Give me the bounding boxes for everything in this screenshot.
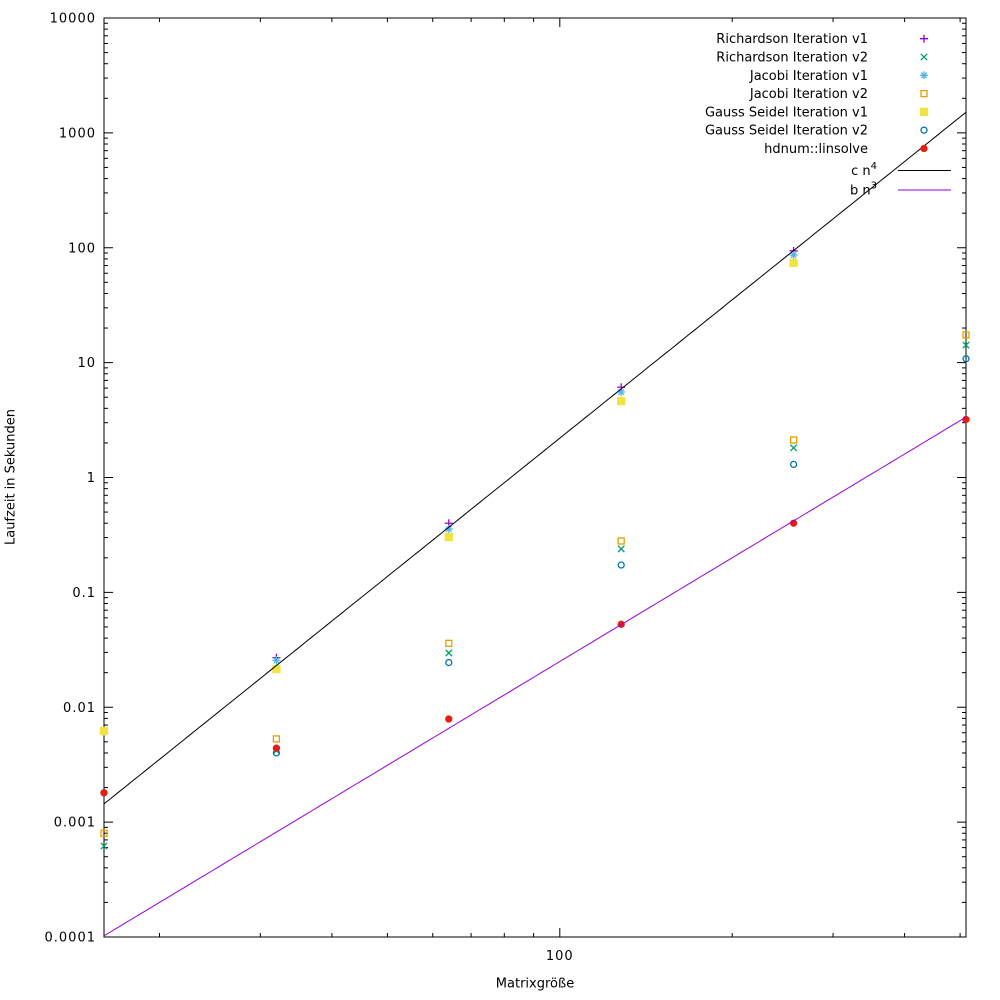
circle-filled-marker	[920, 144, 928, 153]
square-filled-marker	[444, 532, 453, 542]
axis-ticks	[104, 17, 966, 938]
circle-open-marker	[445, 658, 453, 667]
y-tick-label: 1	[87, 471, 96, 486]
x-axis-title: Matrixgröße	[495, 976, 575, 992]
legend-label: Jacobi Iteration v1	[749, 69, 868, 84]
square-open-marker	[445, 639, 453, 647]
circle-filled-marker	[445, 715, 453, 723]
asterisk-marker	[617, 387, 626, 396]
square-open-marker	[789, 436, 798, 444]
square-open-marker	[962, 331, 970, 339]
circle-open-marker	[617, 561, 625, 569]
legend-label: c n4	[851, 161, 877, 179]
y-tick-label: 100	[68, 241, 96, 256]
asterisk-marker	[272, 656, 281, 665]
y-tick-label: 0.01	[63, 701, 96, 716]
legend-entry-gauss-seidel-iteration-v1: Gauss Seidel Iteration v1	[705, 105, 929, 120]
series-gauss-seidel-iteration-v2	[100, 355, 970, 797]
legend-label: hdnum::linsolve	[764, 142, 868, 157]
legend-entry-gauss-seidel-iteration-v2: Gauss Seidel Iteration v2	[705, 124, 928, 139]
y-tick-label: 0.1	[72, 586, 96, 601]
legend-entry-b-n3: b n3	[850, 181, 951, 199]
cross-marker	[920, 53, 928, 61]
legend: Richardson Iteration v1 Richardson Iterat…	[705, 32, 951, 199]
circle-open-marker	[789, 460, 798, 469]
cross-marker	[617, 545, 625, 553]
x-tick-label: 100	[546, 949, 574, 964]
square-filled-marker	[617, 396, 626, 406]
square-open-marker	[272, 735, 281, 743]
legend-entry-hdnum-linsolve: hdnum::linsolve	[764, 142, 928, 157]
legend-entry-jacobi-iteration-v1: Jacobi Iteration v1	[749, 69, 928, 84]
legend-label: Gauss Seidel Iteration v2	[705, 124, 868, 139]
legend-entry-richardson-iteration-v2: Richardson Iteration v2	[716, 51, 928, 66]
square-open-marker	[100, 829, 108, 837]
square-open-marker	[617, 537, 625, 545]
plus-marker	[920, 34, 928, 43]
fit-line-c-n4	[103, 111, 967, 805]
circle-filled-marker	[100, 789, 108, 797]
square-filled-marker	[789, 258, 798, 268]
legend-entry-jacobi-iteration-v2: Jacobi Iteration v2	[749, 87, 928, 102]
cross-marker	[445, 649, 453, 657]
y-tick-label: 1000	[59, 126, 96, 141]
series-jacobi-iteration-v1	[100, 251, 798, 736]
asterisk-marker	[789, 251, 798, 260]
series-gauss-seidel-iteration-v1	[99, 258, 798, 736]
square-open-marker	[920, 89, 928, 98]
legend-label: Gauss Seidel Iteration v1	[705, 105, 868, 120]
series-jacobi-iteration-v2	[100, 331, 970, 837]
cross-marker	[962, 341, 970, 349]
cross-marker	[789, 444, 798, 452]
y-tick-label: 10	[77, 356, 96, 371]
asterisk-marker	[444, 525, 453, 534]
asterisk-marker	[920, 71, 928, 80]
y-tick-label: 0.001	[54, 816, 96, 831]
series-hdnum-linsolve	[100, 415, 970, 797]
square-filled-marker	[919, 107, 929, 117]
fit-line-b-n3	[103, 416, 967, 937]
legend-entry-richardson-iteration-v1: Richardson Iteration v1	[716, 32, 928, 47]
square-filled-marker	[99, 726, 109, 736]
series-richardson-iteration-v1	[100, 246, 798, 736]
legend-entry-c-n4: c n4	[851, 161, 951, 179]
y-tick-label: 0.0001	[45, 931, 97, 946]
legend-label: b n3	[850, 181, 877, 199]
circle-open-marker	[962, 355, 970, 363]
legend-label: Jacobi Iteration v2	[749, 87, 868, 102]
circle-filled-marker	[272, 744, 281, 752]
square-filled-marker	[272, 664, 281, 674]
legend-label: Richardson Iteration v2	[716, 51, 868, 66]
cross-marker	[100, 842, 108, 850]
legend-label: Richardson Iteration v1	[716, 32, 868, 47]
y-tick-label: 10000	[50, 12, 96, 27]
series-richardson-iteration-v2	[100, 341, 970, 850]
circle-open-marker	[920, 126, 928, 134]
